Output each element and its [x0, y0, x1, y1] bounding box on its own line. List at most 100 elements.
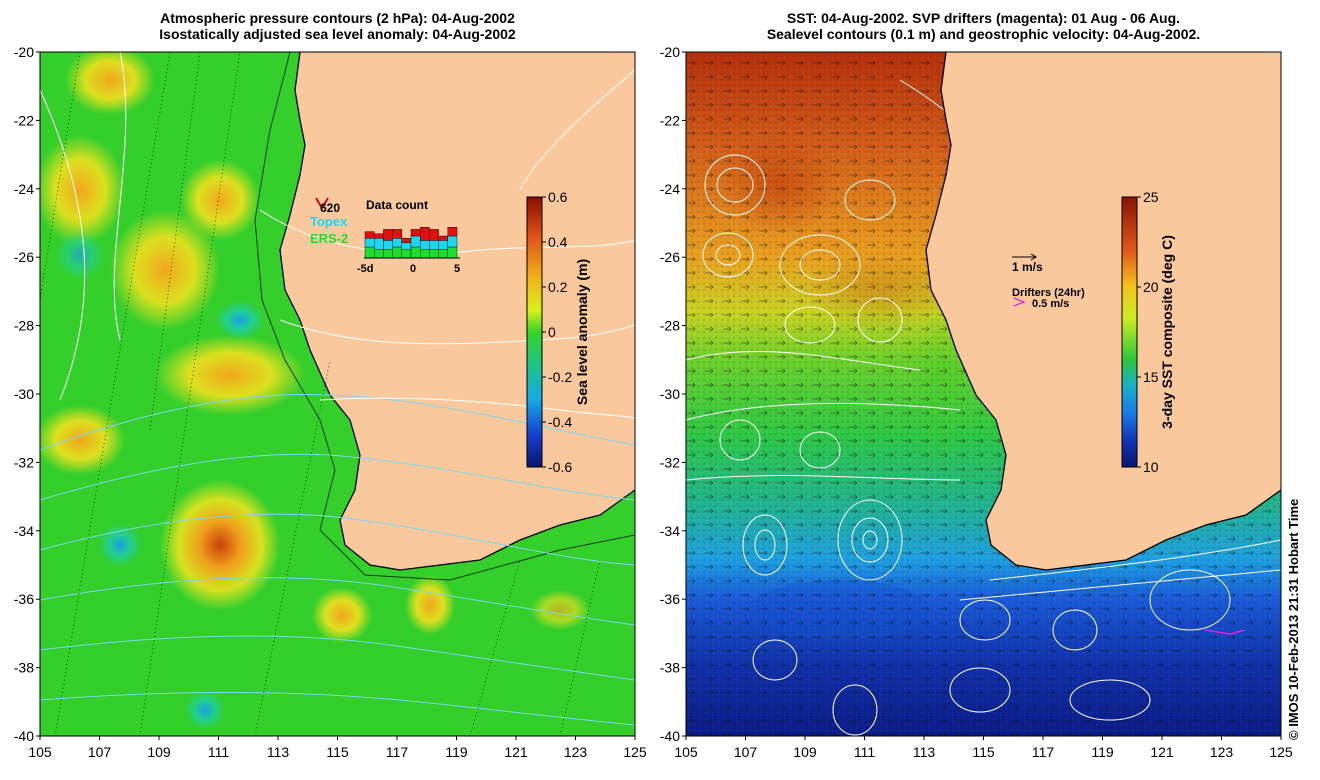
inset-count: 620 [320, 201, 340, 215]
colorbar-tick-label: 10 [1143, 459, 1159, 475]
inset-xtick-1: -5d [357, 263, 374, 275]
colorbar-tick-label: 15 [1143, 369, 1159, 385]
lat-tick-label: -28 [14, 318, 34, 334]
lat-tick-label: -20 [14, 44, 34, 60]
inset-bar-green [374, 248, 384, 259]
left-title-line1: Atmospheric pressure contours (2 hPa): 0… [160, 10, 515, 26]
colorbar-tick-label: 0.6 [548, 189, 568, 205]
colorbar-tick-label: 0.2 [548, 279, 568, 295]
inset-bar-red [383, 229, 393, 241]
lon-tick-label: 119 [1091, 744, 1114, 760]
lon-tick-label: 121 [1150, 744, 1174, 760]
inset-bar-red [374, 233, 384, 239]
australia-landmass [280, 52, 635, 570]
lon-tick-label: 107 [734, 744, 758, 760]
lat-tick-label: -34 [660, 523, 680, 539]
lat-tick-label: -22 [660, 112, 680, 128]
lon-tick-label: 117 [1032, 744, 1055, 760]
lat-tick-label: -38 [660, 660, 680, 676]
inset-bar-cyan [420, 240, 430, 250]
sla-anomaly-field [40, 52, 590, 730]
lat-tick-label: -32 [660, 454, 680, 470]
inset-bar-green [447, 246, 458, 259]
lon-tick-label: 121 [504, 744, 528, 760]
lon-tick-label: 125 [623, 744, 647, 760]
right-map-title: SST: 04-Aug-2002. SVP drifters (magenta)… [686, 10, 1281, 42]
lat-tick-label: -36 [14, 591, 34, 607]
sla-colorbar-ticks: 0.6 0.4 0.2 0 -0.2 -0.4 -0.6 [542, 189, 572, 475]
imos-credit: © IMOS 10-Feb-2013 21:31 Hobart Time [1286, 498, 1301, 740]
right-title-line1: SST: 04-Aug-2002. SVP drifters (magenta)… [786, 10, 1181, 26]
inset-bar-red [401, 237, 412, 243]
left-title-line2: Isostatically adjusted sea level anomaly… [159, 26, 516, 42]
colorbar-tick-label: 20 [1143, 279, 1159, 295]
lon-tick-label: 109 [147, 744, 171, 760]
inset-bar-red [420, 226, 430, 241]
inset-bar-red [392, 229, 403, 239]
left-map-title: Atmospheric pressure contours (2 hPa): 0… [40, 10, 635, 42]
lat-tick-label: -22 [14, 112, 34, 128]
inset-bar-green [364, 246, 375, 259]
inset-bar-cyan [410, 235, 421, 248]
inset-bar-cyan [429, 240, 439, 250]
inset-bar-cyan [447, 235, 458, 248]
drifters-legend-value: 0.5 m/s [1032, 298, 1069, 310]
sea-level-anomaly-map [40, 52, 635, 736]
lon-tick-label: 115 [972, 744, 995, 760]
lon-tick-label: 117 [386, 744, 409, 760]
legend-ers2: ERS-2 [310, 231, 348, 246]
colorbar-tick-label: -0.6 [548, 459, 572, 475]
lon-tick-label: 105 [674, 744, 698, 760]
inset-bar-cyan [374, 237, 384, 250]
lat-tick-label: -30 [14, 386, 34, 402]
lat-tick-label: -32 [14, 454, 34, 470]
coastline-sst [925, 52, 1281, 571]
shelf-contour [254, 52, 635, 581]
coastline [279, 52, 635, 571]
lat-tick-label: -40 [14, 728, 34, 744]
lon-tick-label: 109 [793, 744, 817, 760]
sst-map [686, 52, 1281, 736]
inset-bar-green [383, 248, 393, 259]
inset-bar-green [429, 248, 439, 259]
lat-tick-label: -30 [660, 386, 680, 402]
colorbar-tick-label: 0.4 [548, 234, 568, 250]
lon-tick-label: 111 [208, 744, 229, 760]
velocity-legend-label: 1 m/s [1012, 260, 1043, 274]
inset-bar-cyan [392, 237, 403, 248]
lat-tick-label: -34 [14, 523, 34, 539]
inset-bar-red [447, 226, 458, 237]
lat-tick-label: -24 [14, 181, 34, 197]
inset-bar-cyan [438, 240, 449, 250]
lon-tick-label: 123 [1210, 744, 1234, 760]
satellite-tracks [40, 52, 601, 736]
inset-bar-red [438, 235, 449, 241]
drifters-legend-title: Drifters (24hr) [1012, 287, 1085, 299]
data-count-inset: 620 Topex ERS-2 Data count -5d 0 5 [310, 197, 460, 275]
sst-colorbar-label: 3-day SST composite (deg C) [1159, 235, 1175, 429]
lon-tick-label: 113 [913, 744, 936, 760]
inset-bar-red [429, 229, 439, 241]
lon-tick-label: 119 [445, 744, 468, 760]
sla-colorbar [526, 196, 543, 468]
pressure-contours-land [40, 52, 635, 419]
svp-drifter-track [1204, 629, 1246, 635]
inset-bar-green [410, 246, 421, 259]
inset-bar-cyan [364, 237, 375, 248]
sealevel-contours [686, 52, 1281, 736]
colorbar-tick-label: 25 [1143, 189, 1159, 205]
sla-colorbar-label: Sea level anomaly (m) [574, 259, 590, 405]
lon-tick-label: 107 [88, 744, 112, 760]
inset-bar-red [364, 231, 375, 239]
lon-tick-label: 105 [28, 744, 52, 760]
lat-tick-label: -20 [660, 44, 680, 60]
colorbar-tick-label: -0.2 [548, 369, 572, 385]
lat-tick-label: -26 [660, 249, 680, 265]
inset-xtick-3: 5 [454, 263, 460, 275]
sst-colorbar [1121, 196, 1138, 468]
lat-tick-label: -28 [660, 318, 680, 334]
inset-bar-green [401, 248, 412, 259]
velocity-arrow-icon [1012, 253, 1037, 261]
inset-title: Data count [366, 198, 428, 212]
